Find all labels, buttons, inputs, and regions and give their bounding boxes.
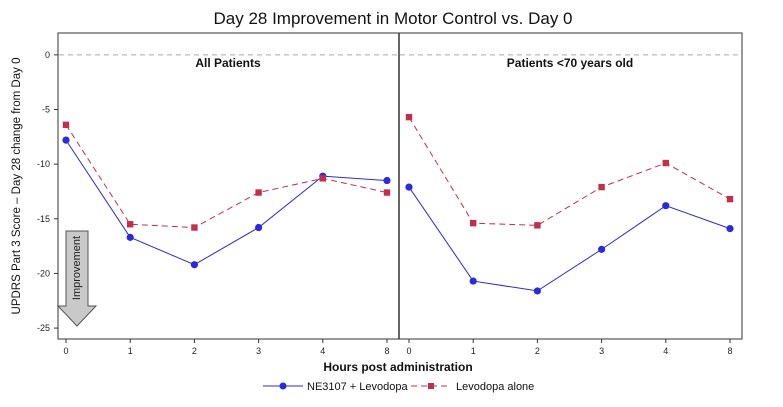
data-point-levodopa xyxy=(726,195,734,203)
panel-title-under-70: Patients <70 years old xyxy=(507,56,633,70)
plot-border xyxy=(57,32,743,340)
legend-label-ne3107: NE3107 + Levodopa xyxy=(307,381,408,393)
x-axis-label: Hours post administration xyxy=(323,360,472,374)
series-line-panel0-levodopa xyxy=(65,124,388,229)
data-point-ne3107 xyxy=(126,233,134,241)
x-tick-label: 2 xyxy=(535,346,540,356)
data-point-ne3107 xyxy=(662,202,670,210)
x-tick-label: 8 xyxy=(384,346,389,356)
x-tick-label: 2 xyxy=(192,346,197,356)
data-point-ne3107 xyxy=(190,261,198,269)
legend-marker-levodopa xyxy=(428,383,434,389)
y-axis-label: UPDRS Part 3 Score – Day 28 change from … xyxy=(11,58,23,315)
y-axis: 0 -5 -10 -15 -20 -25 xyxy=(37,50,58,333)
data-point-ne3107 xyxy=(469,277,477,285)
data-point-levodopa xyxy=(319,175,326,182)
legend-label-levodopa: Levodopa alone xyxy=(456,381,534,393)
data-point-levodopa xyxy=(383,189,391,196)
x-tick-label: 0 xyxy=(63,346,68,356)
y-tick-label: -25 xyxy=(37,323,50,333)
series-line-panel1-ne3107 xyxy=(408,186,731,292)
x-axis: 0 1 2 3 4 8 0 1 2 3 4 8 xyxy=(63,339,733,356)
x-tick-label: 4 xyxy=(320,346,325,356)
data-point-levodopa xyxy=(598,183,605,191)
x-tick-label: 3 xyxy=(256,346,261,356)
data-point-ne3107 xyxy=(383,176,391,185)
data-point-ne3107 xyxy=(726,225,734,233)
x-tick-label: 1 xyxy=(128,346,133,356)
data-point-ne3107 xyxy=(255,223,263,232)
plot-area xyxy=(57,32,743,340)
y-tick-label: -20 xyxy=(37,268,50,278)
data-point-levodopa xyxy=(534,222,541,229)
series-line-panel0-ne3107 xyxy=(65,139,388,266)
data-point-levodopa xyxy=(470,219,477,227)
data-point-levodopa xyxy=(405,113,413,121)
x-tick-label: 3 xyxy=(599,346,604,356)
improvement-arrow-shape xyxy=(56,230,98,327)
y-tick-label: 0 xyxy=(45,50,50,60)
data-point-levodopa xyxy=(662,159,669,167)
series-layer xyxy=(62,113,734,295)
y-tick-label: -15 xyxy=(37,214,50,224)
x-tick-label: 4 xyxy=(663,346,668,356)
data-point-levodopa xyxy=(127,221,134,228)
improvement-arrow: Improvement xyxy=(56,230,98,327)
x-tick-label: 8 xyxy=(727,346,732,356)
series-line-panel1-levodopa xyxy=(408,116,731,226)
improvement-arrow-label: Improvement xyxy=(71,236,83,300)
data-point-ne3107 xyxy=(62,136,70,144)
data-point-ne3107 xyxy=(533,287,542,295)
chart-title: Day 28 Improvement in Motor Control vs. … xyxy=(213,9,572,28)
data-point-levodopa xyxy=(62,121,70,128)
data-point-levodopa xyxy=(255,189,262,196)
data-point-ne3107 xyxy=(405,183,413,191)
data-point-levodopa xyxy=(191,224,198,231)
legend-marker-ne3107 xyxy=(279,382,287,390)
y-tick-label: -10 xyxy=(37,159,50,169)
x-tick-label: 0 xyxy=(406,346,411,356)
legend: NE3107 + Levodopa Levodopa alone xyxy=(263,381,534,393)
y-tick-label: -5 xyxy=(42,105,50,115)
data-point-ne3107 xyxy=(598,245,606,253)
x-tick-label: 1 xyxy=(471,346,476,356)
panel-title-all-patients: All Patients xyxy=(195,56,261,70)
